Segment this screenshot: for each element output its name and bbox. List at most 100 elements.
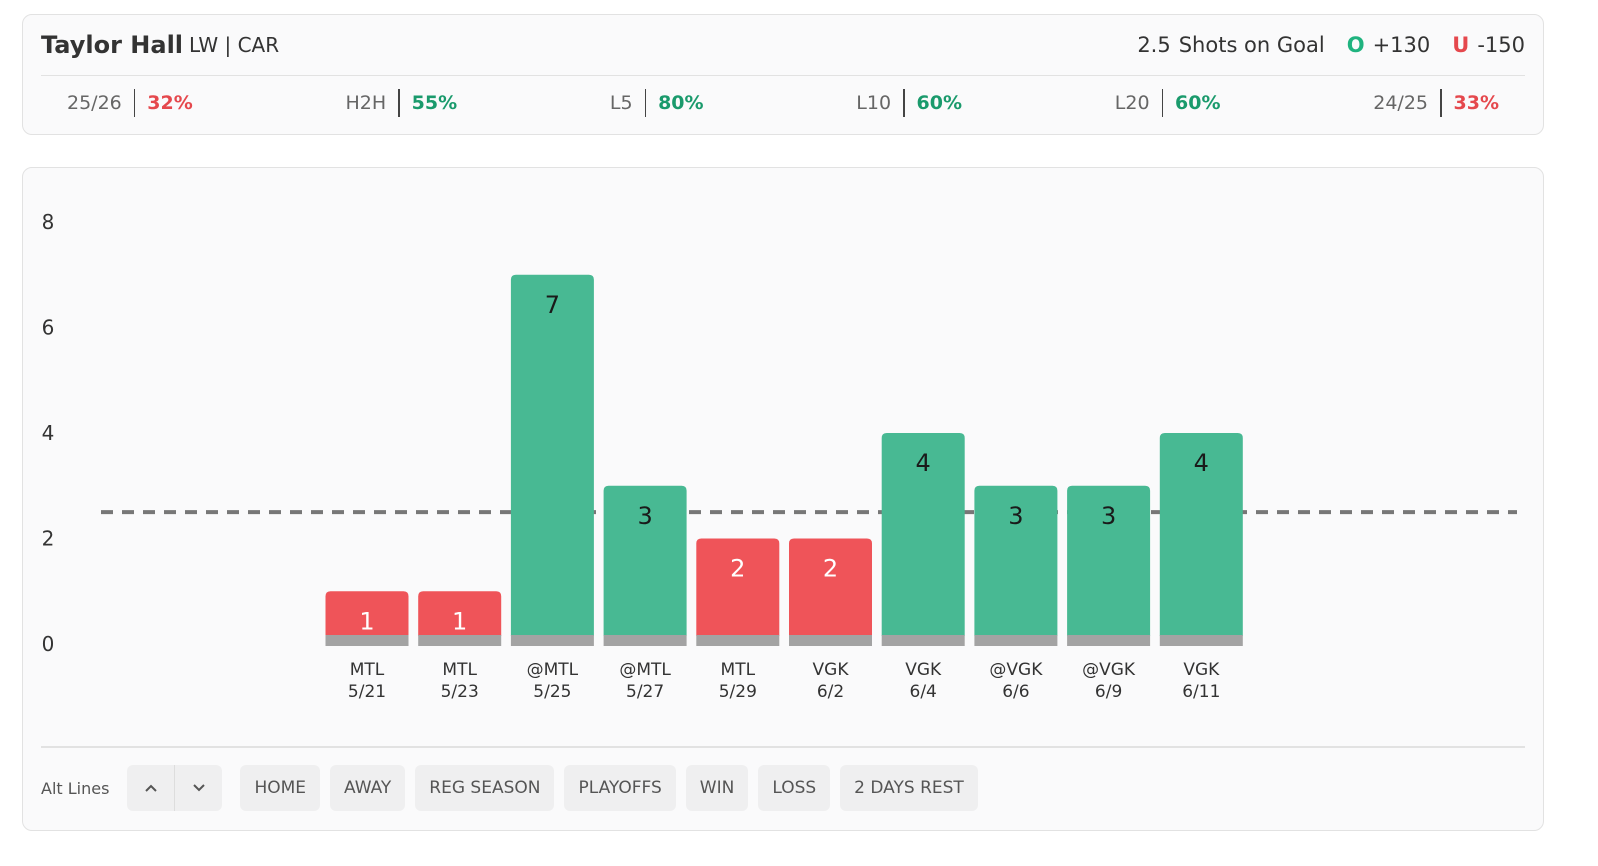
x-tick-date: 6/2: [817, 682, 844, 702]
x-tick-label: VGK: [905, 660, 942, 680]
bar-base: [974, 635, 1058, 646]
bar: [325, 591, 409, 636]
bar-base: [881, 635, 965, 646]
x-tick-label: @MTL: [527, 660, 579, 680]
x-tick-label: @VGK: [1082, 660, 1136, 680]
x-tick-date: 5/29: [719, 682, 757, 702]
filter-button[interactable]: WIN: [685, 765, 749, 811]
x-tick-date: 5/25: [533, 682, 571, 702]
value-label: 3: [1008, 502, 1023, 530]
stat-label: H2H: [345, 92, 387, 114]
alt-line-up[interactable]: [127, 765, 176, 811]
stat-value: 60%: [916, 92, 963, 114]
stat-label: 25/26: [67, 92, 122, 114]
filters: HOME AWAY REG SEASON PLAYOFFS WIN LOSS 2 DAYS …: [240, 765, 978, 811]
stat-separator: [644, 89, 647, 117]
controls: Alt Lines HOME AWAY REG SEASON PLAYOFFS WIN L…: [41, 765, 978, 811]
under-label: U: [1452, 33, 1470, 57]
stat: L5 80%: [610, 89, 704, 117]
stat-separator: [133, 89, 136, 117]
y-tick-label: 8: [42, 210, 55, 234]
stat-label: L10: [856, 92, 892, 114]
stats-row: 25/26 32% H2H 55% L5 80% L10 60% L20 60% 24/25 33%: [67, 89, 1499, 117]
y-tick-label: 0: [42, 632, 55, 656]
stat-value: 60%: [1175, 92, 1221, 114]
filter-button[interactable]: LOSS: [758, 765, 831, 811]
y-tick-label: 4: [42, 421, 55, 445]
stat: 24/25 33%: [1373, 89, 1499, 117]
bar: [696, 538, 780, 636]
prop: 2.5 Shots on Goal O +130 U -150: [1137, 33, 1525, 57]
x-tick-label: MTL: [350, 660, 385, 680]
stat-value: 80%: [658, 92, 704, 114]
bar: [1159, 433, 1243, 636]
alt-lines-label: Alt Lines: [41, 778, 110, 798]
player-name: Taylor Hall: [41, 31, 184, 59]
x-tick-label: VGK: [813, 660, 850, 680]
header-card: Taylor Hall LW | CAR 2.5 Shots on Goal O…: [22, 14, 1544, 135]
bar-base: [696, 635, 780, 646]
x-tick-label: MTL: [442, 660, 477, 680]
stat-separator: [1440, 89, 1442, 117]
y-tick-label: 6: [42, 316, 55, 340]
stat: H2H 55%: [345, 89, 457, 117]
bar-base: [325, 635, 409, 646]
prop-line: 2.5: [1137, 33, 1171, 57]
value-label: 1: [452, 607, 467, 635]
stat-label: L5: [609, 92, 633, 114]
chart: 02468MTL5/21MTL5/23@MTL5/25@MTL5/27MTL5/…: [42, 210, 1517, 702]
bar-base: [1159, 635, 1243, 646]
bar: [789, 538, 872, 636]
stat-value: 55%: [411, 92, 458, 114]
alt-lines-stepper: [127, 765, 223, 811]
x-tick-date: 5/21: [348, 682, 386, 702]
bar: [510, 274, 594, 636]
stat-separator: [903, 89, 905, 117]
filter-button[interactable]: 2 DAYS REST: [840, 765, 978, 811]
value-label: 1: [359, 607, 374, 635]
x-tick-date: 6/4: [910, 682, 937, 702]
over-label: O: [1346, 33, 1365, 57]
stat: 25/26 32%: [67, 89, 193, 117]
bar: [974, 485, 1058, 636]
bar-base: [418, 635, 502, 646]
filter-button[interactable]: HOME: [240, 765, 321, 811]
x-tick-date: 5/23: [441, 682, 479, 702]
y-tick-label: 2: [42, 527, 55, 551]
x-tick-date: 6/9: [1095, 682, 1122, 702]
prop-name: Shots on Goal: [1178, 33, 1325, 57]
stat: L10 60%: [856, 89, 962, 117]
filter-button[interactable]: PLAYOFFS: [564, 765, 676, 811]
x-tick-date: 5/27: [626, 682, 664, 702]
x-tick-label: VGK: [1183, 660, 1220, 680]
bar-base: [1067, 635, 1151, 646]
value-label: 3: [637, 502, 652, 530]
chart-card: 0 2 4 6 8 MTL 5/21 MTL 5/23 @MTL 5/25 @MTL 5/27 MTL 5/…: [22, 167, 1544, 831]
filter-button[interactable]: REG SEASON: [415, 765, 555, 811]
bar: [1067, 485, 1151, 636]
x-tick-label: @MTL: [619, 660, 671, 680]
x-tick-date: 6/11: [1182, 682, 1220, 702]
bar-base: [603, 635, 687, 646]
x-tick-label: MTL: [721, 660, 756, 680]
value-label: 4: [1194, 449, 1209, 477]
value-label: 3: [1101, 502, 1116, 530]
alt-line-down[interactable]: [175, 765, 222, 811]
header-row: Taylor Hall LW | CAR 2.5 Shots on Goal O…: [41, 15, 1525, 76]
bar: [881, 433, 965, 636]
stat-label: 24/25: [1373, 92, 1429, 114]
stat-separator: [1161, 89, 1164, 117]
x-tick-date: 6/6: [1002, 682, 1029, 702]
divider: [41, 746, 1525, 748]
bar: [603, 485, 687, 636]
stat-separator: [398, 89, 400, 117]
value-label: 7: [545, 291, 560, 319]
stat-value: 32%: [147, 92, 193, 114]
x-tick-label: @VGK: [989, 660, 1043, 680]
value-label: 4: [916, 449, 931, 477]
filter-button[interactable]: AWAY: [330, 765, 406, 811]
over-odds: +130: [1372, 33, 1431, 57]
stat-value: 33%: [1453, 92, 1499, 114]
bar-base: [789, 635, 872, 646]
